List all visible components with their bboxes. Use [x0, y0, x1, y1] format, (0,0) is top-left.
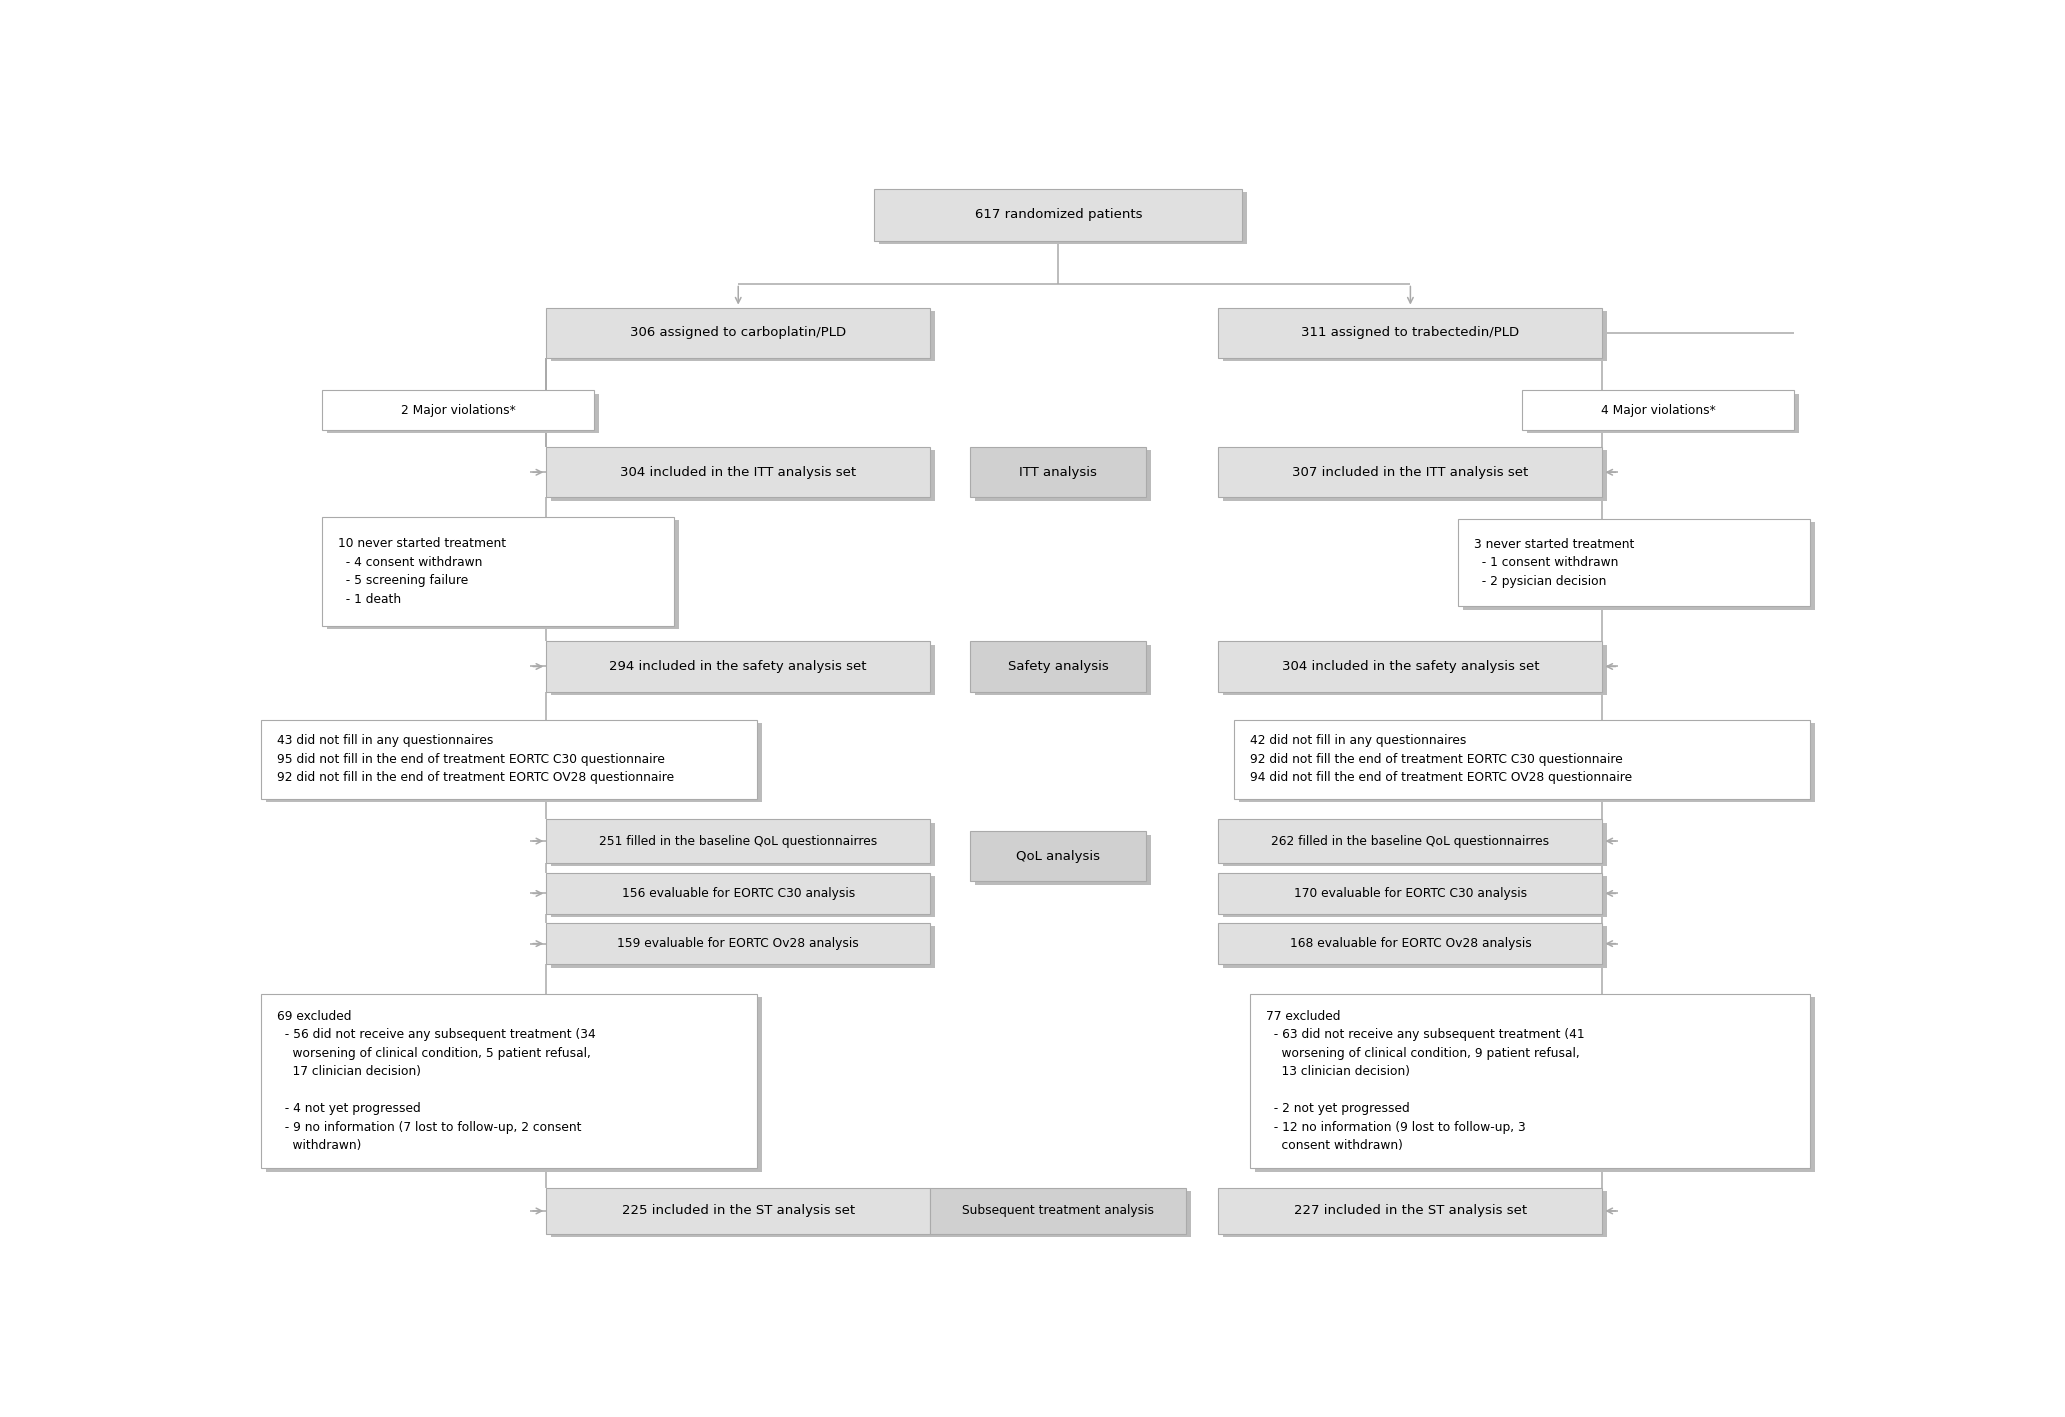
FancyBboxPatch shape	[1222, 451, 1607, 500]
Text: 307 included in the ITT analysis set: 307 included in the ITT analysis set	[1293, 466, 1528, 479]
FancyBboxPatch shape	[1218, 873, 1602, 914]
FancyBboxPatch shape	[1251, 993, 1811, 1169]
Text: 227 included in the ST analysis set: 227 included in the ST analysis set	[1295, 1204, 1526, 1217]
Text: 156 evaluable for EORTC C30 analysis: 156 evaluable for EORTC C30 analysis	[622, 887, 855, 900]
FancyBboxPatch shape	[1218, 819, 1602, 863]
FancyBboxPatch shape	[551, 645, 935, 694]
FancyBboxPatch shape	[551, 310, 935, 361]
FancyBboxPatch shape	[935, 1192, 1192, 1237]
Text: Subsequent treatment analysis: Subsequent treatment analysis	[962, 1204, 1154, 1217]
Text: 69 excluded
  - 56 did not receive any subsequent treatment (34
    worsening of: 69 excluded - 56 did not receive any sub…	[277, 1010, 597, 1152]
Text: 168 evaluable for EORTC Ov28 analysis: 168 evaluable for EORTC Ov28 analysis	[1289, 937, 1532, 951]
FancyBboxPatch shape	[262, 720, 758, 799]
FancyBboxPatch shape	[1222, 645, 1607, 694]
FancyBboxPatch shape	[971, 642, 1146, 691]
Text: 159 evaluable for EORTC Ov28 analysis: 159 evaluable for EORTC Ov28 analysis	[617, 937, 859, 951]
Text: QoL analysis: QoL analysis	[1016, 850, 1101, 863]
FancyBboxPatch shape	[1528, 394, 1799, 434]
FancyBboxPatch shape	[971, 448, 1146, 497]
Text: 2 Major violations*: 2 Major violations*	[401, 404, 516, 417]
Text: 3 never started treatment
  - 1 consent withdrawn
  - 2 pysician decision: 3 never started treatment - 1 consent wi…	[1474, 538, 1635, 588]
FancyBboxPatch shape	[551, 1192, 935, 1237]
FancyBboxPatch shape	[1218, 307, 1602, 357]
FancyBboxPatch shape	[545, 922, 929, 965]
FancyBboxPatch shape	[975, 451, 1150, 500]
FancyBboxPatch shape	[975, 645, 1150, 694]
FancyBboxPatch shape	[1222, 876, 1607, 917]
FancyBboxPatch shape	[1458, 519, 1811, 606]
FancyBboxPatch shape	[873, 188, 1243, 241]
FancyBboxPatch shape	[326, 520, 679, 629]
FancyBboxPatch shape	[551, 451, 935, 500]
Text: 262 filled in the baseline QoL questionnairres: 262 filled in the baseline QoL questionn…	[1272, 835, 1549, 847]
FancyBboxPatch shape	[322, 391, 595, 429]
FancyBboxPatch shape	[322, 517, 675, 626]
Text: 4 Major violations*: 4 Major violations*	[1600, 404, 1716, 417]
FancyBboxPatch shape	[1218, 922, 1602, 965]
FancyBboxPatch shape	[1222, 822, 1607, 866]
FancyBboxPatch shape	[545, 1187, 929, 1234]
FancyBboxPatch shape	[975, 835, 1150, 884]
FancyBboxPatch shape	[929, 1187, 1185, 1234]
Text: 617 randomized patients: 617 randomized patients	[975, 208, 1142, 221]
FancyBboxPatch shape	[326, 394, 599, 434]
FancyBboxPatch shape	[1235, 720, 1811, 799]
FancyBboxPatch shape	[262, 993, 758, 1169]
FancyBboxPatch shape	[1218, 642, 1602, 691]
FancyBboxPatch shape	[1222, 1192, 1607, 1237]
Text: 10 never started treatment
  - 4 consent withdrawn
  - 5 screening failure
  - 1: 10 never started treatment - 4 consent w…	[339, 537, 506, 606]
FancyBboxPatch shape	[545, 448, 929, 497]
Text: 251 filled in the baseline QoL questionnairres: 251 filled in the baseline QoL questionn…	[599, 835, 878, 847]
Text: 225 included in the ST analysis set: 225 included in the ST analysis set	[622, 1204, 855, 1217]
Text: 170 evaluable for EORTC C30 analysis: 170 evaluable for EORTC C30 analysis	[1295, 887, 1526, 900]
Text: 77 excluded
  - 63 did not receive any subsequent treatment (41
    worsening of: 77 excluded - 63 did not receive any sub…	[1266, 1010, 1586, 1152]
Text: Safety analysis: Safety analysis	[1008, 660, 1109, 673]
Text: 311 assigned to trabectedin/PLD: 311 assigned to trabectedin/PLD	[1301, 326, 1520, 339]
Text: ITT analysis: ITT analysis	[1020, 466, 1097, 479]
FancyBboxPatch shape	[1218, 448, 1602, 497]
FancyBboxPatch shape	[1222, 927, 1607, 968]
FancyBboxPatch shape	[551, 822, 935, 866]
FancyBboxPatch shape	[971, 832, 1146, 881]
FancyBboxPatch shape	[266, 998, 762, 1172]
FancyBboxPatch shape	[1218, 1187, 1602, 1234]
FancyBboxPatch shape	[1256, 998, 1815, 1172]
Text: 306 assigned to carboplatin/PLD: 306 assigned to carboplatin/PLD	[630, 326, 847, 339]
FancyBboxPatch shape	[880, 191, 1247, 244]
FancyBboxPatch shape	[1464, 523, 1815, 609]
Text: 304 included in the ITT analysis set: 304 included in the ITT analysis set	[620, 466, 857, 479]
FancyBboxPatch shape	[545, 819, 929, 863]
FancyBboxPatch shape	[1522, 391, 1794, 429]
FancyBboxPatch shape	[545, 307, 929, 357]
Text: 304 included in the safety analysis set: 304 included in the safety analysis set	[1282, 660, 1538, 673]
FancyBboxPatch shape	[551, 876, 935, 917]
FancyBboxPatch shape	[266, 723, 762, 802]
FancyBboxPatch shape	[1239, 723, 1815, 802]
FancyBboxPatch shape	[1222, 310, 1607, 361]
FancyBboxPatch shape	[545, 873, 929, 914]
FancyBboxPatch shape	[551, 927, 935, 968]
Text: 42 did not fill in any questionnaires
92 did not fill the end of treatment EORTC: 42 did not fill in any questionnaires 92…	[1251, 734, 1633, 784]
Text: 294 included in the safety analysis set: 294 included in the safety analysis set	[609, 660, 867, 673]
FancyBboxPatch shape	[545, 642, 929, 691]
Text: 43 did not fill in any questionnaires
95 did not fill in the end of treatment EO: 43 did not fill in any questionnaires 95…	[277, 734, 675, 784]
